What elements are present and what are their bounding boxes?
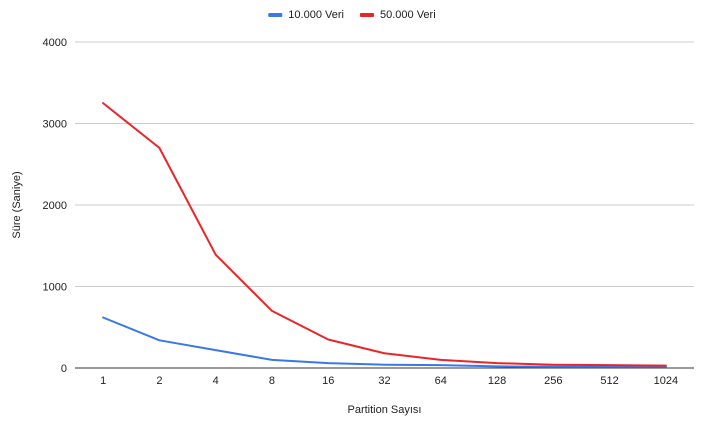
- legend-swatch: [268, 13, 283, 17]
- legend-label: 10.000 Veri: [288, 9, 344, 21]
- x-tick-label: 256: [544, 375, 562, 387]
- y-tick-label: 4000: [43, 37, 67, 49]
- x-tick-label: 2: [156, 375, 162, 387]
- gridlines: [75, 41, 694, 287]
- legend: 10.000 Veri 50.000 Veri: [268, 9, 436, 21]
- x-axis-title: Partition Sayısı: [348, 404, 422, 416]
- legend-label: 50.000 Veri: [380, 9, 436, 21]
- legend-item: 50.000 Veri: [360, 9, 436, 21]
- y-tick-label: 1000: [43, 282, 67, 294]
- series-line-2: [102, 102, 667, 367]
- x-tick-label: 32: [378, 375, 390, 387]
- legend-item: 10.000 Veri: [268, 9, 344, 21]
- x-tick-label: 512: [600, 375, 618, 387]
- y-tick-label: 3000: [43, 119, 67, 131]
- x-tick-label: 8: [269, 375, 275, 387]
- y-tick-label: 2000: [43, 200, 67, 212]
- series-line-1: [102, 316, 667, 368]
- x-tick-label: 4: [213, 375, 219, 387]
- y-axis-title: Süre (Saniye): [11, 171, 23, 238]
- axes: 0 1000 2000 3000 4000 1 2 4 8 16 32 64 128 256 512 1024: [43, 37, 694, 387]
- x-tick-label: 128: [488, 375, 506, 387]
- y-tick-label: 0: [61, 363, 67, 375]
- series-lines: [102, 102, 667, 368]
- legend-swatch: [360, 13, 374, 17]
- x-tick-label: 16: [322, 375, 334, 387]
- x-tick-label: 64: [435, 375, 447, 387]
- x-tick-label: 1024: [654, 375, 678, 387]
- x-tick-label: 1: [100, 375, 106, 387]
